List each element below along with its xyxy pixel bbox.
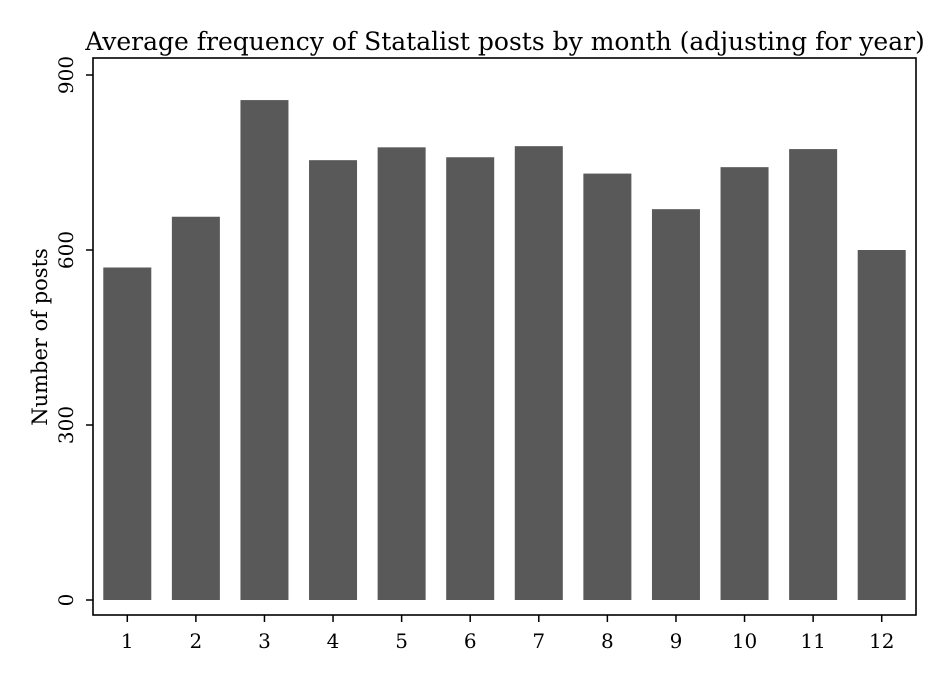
bars-group — [103, 100, 906, 601]
x-tick-label: 10 — [732, 629, 757, 653]
y-tick-label: 0 — [54, 594, 78, 607]
y-axis-ticks: 0 300 600 900 — [54, 56, 93, 606]
x-tick-label: 8 — [601, 629, 614, 653]
x-tick-label: 11 — [800, 629, 825, 653]
bar-5 — [377, 147, 426, 601]
bar-2 — [171, 216, 220, 600]
x-tick-label: 1 — [121, 629, 134, 653]
y-tick-label: 600 — [54, 231, 78, 269]
chart-title: Average frequency of Statalist posts by … — [84, 27, 925, 56]
bar-1 — [103, 267, 152, 600]
bar-8 — [583, 173, 632, 601]
bar-3 — [240, 100, 289, 600]
bar-12 — [857, 250, 906, 600]
x-axis-ticks: 1 2 3 4 5 6 7 8 9 10 11 12 — [121, 615, 894, 653]
x-tick-label: 6 — [464, 629, 477, 653]
x-tick-label: 7 — [532, 629, 545, 653]
x-tick-label: 2 — [190, 629, 203, 653]
x-tick-label: 12 — [869, 629, 894, 653]
x-tick-label: 9 — [670, 629, 683, 653]
y-tick-label: 900 — [54, 56, 78, 94]
x-tick-label: 4 — [327, 629, 340, 653]
x-tick-label: 5 — [395, 629, 408, 653]
x-tick-label: 3 — [258, 629, 271, 653]
y-axis-label: Number of posts — [28, 248, 52, 426]
bar-4 — [309, 160, 358, 600]
bar-7 — [514, 146, 563, 600]
y-tick-label: 300 — [54, 406, 78, 444]
bar-9 — [651, 209, 700, 600]
bar-11 — [789, 149, 838, 601]
bar-6 — [446, 157, 495, 600]
bar-10 — [720, 167, 769, 600]
plot-frame — [92, 57, 917, 616]
